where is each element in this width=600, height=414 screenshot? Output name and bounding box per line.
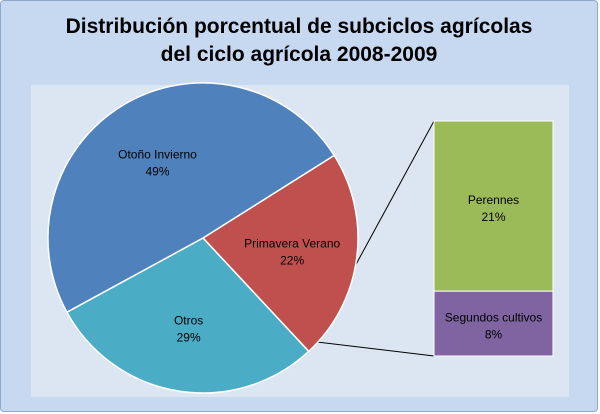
bar-value-perennes: 21%	[481, 210, 505, 224]
pie-slice-otros	[65, 237, 310, 394]
pie-value-otono-invierno: 49%	[145, 164, 169, 178]
pie-label-otono-invierno: Otoño Invierno	[118, 147, 197, 161]
bar-segment-segundos-cultivos	[433, 290, 554, 357]
pie-label-primavera-verano: Primavera Verano	[244, 237, 340, 251]
pie	[47, 82, 359, 394]
bar-label-perennes: Perennes	[468, 193, 519, 207]
chart-title-line-1: Distribución porcentual de subciclos agr…	[65, 15, 533, 38]
pie-slice-primavera-verano	[201, 154, 359, 353]
bar-segment-perennes	[433, 120, 554, 292]
bar-value-segundos-cultivos: 8%	[485, 328, 503, 342]
pie-label-otros: Otros	[174, 314, 203, 328]
pie-value-otros: 29%	[177, 331, 201, 345]
pie-value-primavera-verano: 22%	[280, 254, 304, 268]
bar-label-segundos-cultivos: Segundos cultivos	[445, 311, 542, 325]
chart-title-line-2: del ciclo agrícola 2008-2009	[160, 43, 438, 66]
pie-slice-otono-invierno	[47, 82, 336, 314]
data-labels: Primavera Verano 22% Otros 29% Otoño Inviern…	[118, 147, 542, 344]
breakdown-bar	[433, 120, 554, 357]
chart-title: Distribución porcentual de subciclos agr…	[1, 13, 597, 69]
